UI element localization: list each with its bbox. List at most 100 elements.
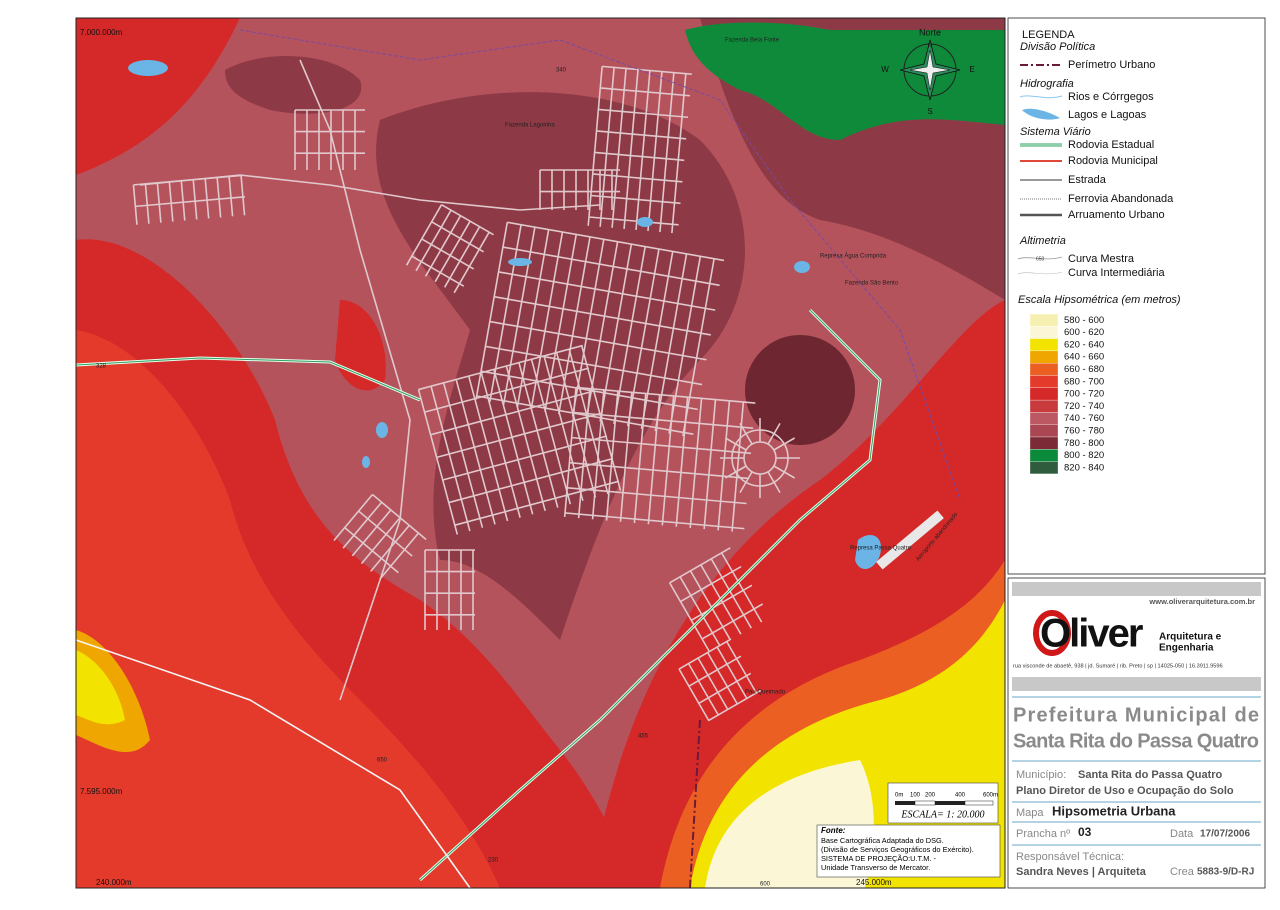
hypsometric-swatch — [1029, 326, 1059, 339]
field-value: Plano Diretor de Uso e Ocupação do Solo — [1016, 785, 1234, 797]
street — [543, 355, 584, 502]
street — [571, 436, 751, 455]
street-block — [417, 344, 622, 535]
hypsometric-swatch — [1029, 338, 1059, 352]
street — [739, 422, 753, 445]
street-block — [424, 549, 475, 630]
street — [682, 258, 715, 437]
urban-streets — [132, 59, 800, 722]
source-line: Base Cartográfica Adaptada do DSG. — [821, 836, 944, 845]
street — [633, 393, 647, 524]
map-frame — [75, 17, 1006, 889]
grid-label: 240.000m — [96, 878, 132, 887]
street — [598, 108, 689, 119]
legend-item: Estrada — [1068, 174, 1107, 186]
lake — [128, 60, 168, 76]
hypsometric-swatch — [1029, 461, 1059, 475]
street-block — [539, 169, 620, 210]
logo-subtitle: Engenharia — [1159, 643, 1214, 654]
scale-tick: 0m — [895, 793, 903, 799]
street — [710, 558, 752, 629]
street — [333, 494, 374, 541]
street-block — [668, 547, 764, 653]
street — [599, 67, 615, 227]
street — [668, 582, 711, 653]
street — [724, 465, 747, 479]
hypsometric-label: 780 - 800 — [1064, 438, 1104, 449]
hypsometric-swatch — [1029, 363, 1059, 376]
street — [498, 271, 716, 311]
street — [668, 256, 702, 434]
street — [544, 234, 578, 412]
website: www.oliverarquitetura.com.br — [1148, 597, 1255, 606]
compass-label: E — [969, 65, 974, 74]
elevation-zone — [225, 56, 362, 114]
hypsometric-label: 700 - 720 — [1064, 389, 1104, 400]
street — [448, 457, 614, 504]
street — [567, 487, 747, 505]
street — [680, 565, 742, 603]
street — [635, 70, 651, 231]
street-block — [333, 493, 427, 580]
field-value: 17/07/2006 — [1200, 829, 1250, 840]
street — [180, 180, 186, 221]
place-label: Represa Água Comprida — [820, 253, 887, 260]
hypsometric-label: 640 - 660 — [1064, 352, 1104, 363]
street — [647, 71, 663, 232]
street — [731, 401, 745, 532]
street — [156, 182, 162, 223]
legend-item: Rios e Córrgegos — [1068, 91, 1154, 103]
street — [494, 295, 711, 336]
street — [613, 246, 646, 424]
street — [507, 221, 725, 262]
field-value: Santa Rita do Passa Quatro — [1078, 769, 1223, 781]
street — [678, 638, 732, 670]
street — [611, 68, 627, 228]
street — [592, 173, 683, 183]
field-label: Responsável Técnica: — [1016, 851, 1124, 863]
street — [441, 203, 494, 236]
street — [568, 348, 609, 495]
source-line: (Divisão de Serviços Geográficos do Exér… — [821, 845, 974, 854]
street — [454, 480, 620, 526]
hypsometric-swatch — [1029, 412, 1059, 425]
street — [135, 196, 245, 208]
airport-strip — [876, 510, 944, 570]
hypsometric-label: 660 - 680 — [1064, 364, 1104, 375]
street — [716, 646, 748, 700]
street — [342, 501, 383, 549]
hypsometric-label: 580 - 600 — [1064, 315, 1104, 326]
legend: LEGENDA Divisão Política Perímetro Urban… — [1007, 17, 1266, 575]
lake — [376, 422, 388, 438]
field-value: Hipsometria Urbana — [1052, 803, 1176, 818]
place-label: Fazenda São Bento — [845, 281, 899, 287]
street — [706, 652, 739, 705]
field-value: 5883-9/D-RJ — [1197, 867, 1254, 878]
hypsometric-label: 800 - 820 — [1064, 450, 1104, 461]
legend-item: Curva Intermediária — [1068, 267, 1165, 279]
street — [132, 184, 138, 225]
street — [689, 398, 703, 528]
street — [485, 345, 703, 386]
street — [708, 689, 762, 722]
hypsometric-label: 760 - 780 — [1064, 426, 1104, 437]
street — [690, 584, 753, 621]
street — [430, 385, 471, 532]
hypsometric-swatch — [1029, 313, 1059, 327]
street — [358, 510, 413, 557]
legend-heading: Sistema Viário — [1020, 126, 1091, 138]
hypsometric-label: 620 - 640 — [1064, 339, 1104, 350]
street — [434, 220, 471, 283]
street — [659, 72, 675, 233]
street — [577, 388, 591, 519]
scale-bar: 0m 100 200 400 600m ESCALA= 1: 20.000 — [887, 782, 999, 824]
legend-heading: Escala Hipsométrica (em metros) — [1018, 294, 1181, 306]
street-block — [678, 638, 762, 722]
legend-heading: Hidrografia — [1020, 78, 1074, 90]
road-number: 600 — [760, 882, 771, 888]
street — [564, 512, 745, 530]
scale-tick: 200 — [925, 793, 936, 799]
street — [687, 663, 720, 716]
